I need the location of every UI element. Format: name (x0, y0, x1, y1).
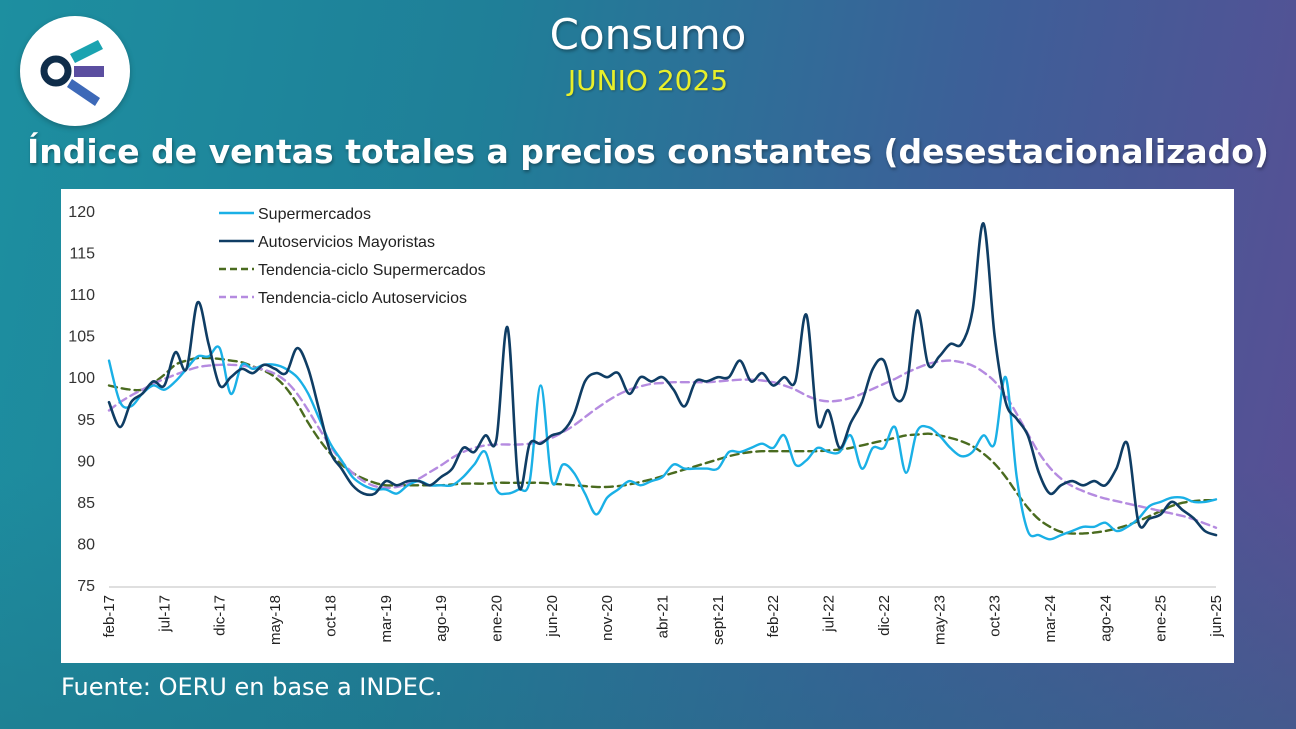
x-tick-label: feb-17 (101, 595, 118, 638)
x-tick-label: ago-24 (1097, 595, 1114, 642)
x-tick-label: jun-25 (1208, 595, 1225, 638)
chart-title: Índice de ventas totales a precios const… (27, 132, 1269, 171)
x-tick-label: oct-23 (987, 595, 1004, 637)
y-tick-label: 95 (77, 412, 95, 429)
x-tick-label: ago-19 (433, 595, 450, 642)
x-tick-label: may-23 (931, 595, 948, 645)
x-tick-label: ene-25 (1153, 595, 1170, 642)
x-tick-label: jul-22 (821, 595, 838, 633)
x-tick-label: ene-20 (488, 595, 505, 642)
x-tick-label: dic-17 (212, 595, 229, 636)
oeru-logo (20, 16, 130, 126)
x-tick-label: sept-21 (710, 595, 727, 645)
legend-label: Supermercados (258, 206, 371, 223)
y-tick-label: 110 (69, 287, 95, 304)
y-tick-label: 120 (68, 204, 95, 221)
y-tick-label: 80 (77, 536, 95, 553)
series-line-3 (107, 356, 1218, 535)
x-tick-label: mar-19 (378, 595, 395, 643)
oeru-logo-icon (40, 40, 104, 106)
x-tick-label: nov-20 (599, 595, 616, 641)
y-tick-label: 75 (77, 578, 95, 595)
y-tick-label: 90 (77, 453, 95, 470)
y-tick-label: 100 (68, 370, 95, 387)
line-chart: 75 80 85 90 95 100 105 110 115 120 feb-17 jul-17 dic… (68, 204, 1225, 645)
series-line-2 (107, 222, 1218, 537)
x-tick-label: may-18 (267, 595, 284, 645)
series-line-1 (107, 345, 1218, 541)
x-tick-label: jul-17 (156, 595, 173, 633)
y-tick-label: 85 (77, 495, 95, 512)
chart-area: 75 80 85 90 95 100 105 110 115 120 feb-17 jul-17 dic… (61, 189, 1234, 663)
source-note: Fuente: OERU en base a INDEC. (61, 673, 443, 701)
y-tick-label: 105 (68, 329, 95, 346)
x-tick-label: dic-22 (876, 595, 893, 636)
x-tick-label: abr-21 (655, 595, 672, 638)
x-tick-label: feb-22 (765, 595, 782, 638)
legend-label: Tendencia-ciclo Autoservicios (258, 290, 467, 307)
x-tick-label: oct-18 (322, 595, 339, 637)
page-subtitle: JUNIO 2025 (567, 64, 729, 97)
legend-label: Autoservicios Mayoristas (258, 234, 435, 251)
y-tick-label: 115 (69, 246, 95, 263)
legend-label: Tendencia-ciclo Supermercados (258, 262, 486, 279)
x-tick-label: mar-24 (1042, 595, 1059, 643)
page-title: Consumo (549, 10, 747, 59)
series-line-4 (107, 359, 1218, 529)
x-tick-label: jun-20 (544, 595, 561, 638)
